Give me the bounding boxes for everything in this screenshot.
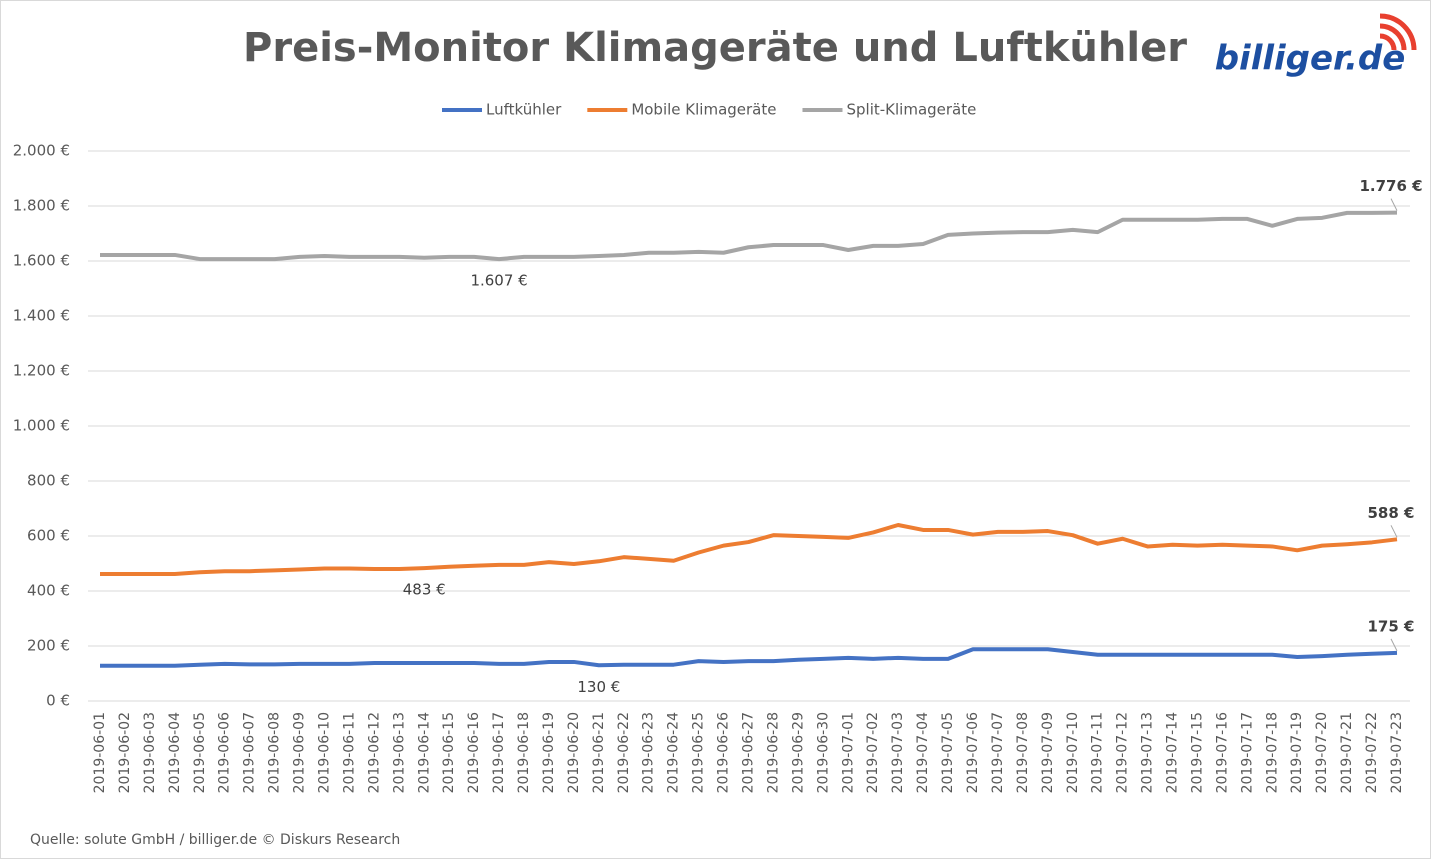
y-tick-label: 800 €	[27, 472, 70, 490]
x-tick-label: 2019-06-10	[316, 712, 332, 793]
legend-label: Mobile Klimageräte	[631, 101, 776, 119]
x-tick-label: 2019-06-11	[341, 712, 357, 793]
y-tick-label: 2.000 €	[13, 142, 70, 160]
x-tick-label: 2019-07-19	[1289, 712, 1305, 793]
data-label: 588 €	[1368, 504, 1415, 522]
line-series	[100, 647, 1398, 668]
x-tick-label: 2019-07-07	[990, 712, 1006, 793]
legend-label: Luftkühler	[486, 101, 562, 119]
legend-label: Split-Klimageräte	[846, 101, 976, 119]
x-tick-label: 2019-06-25	[691, 712, 707, 793]
x-tick-label: 2019-06-04	[167, 712, 183, 793]
x-tick-label: 2019-06-07	[242, 712, 258, 793]
x-tick-label: 2019-07-02	[865, 712, 881, 793]
logo: billiger.de	[1215, 39, 1406, 79]
x-tick-label: 2019-06-05	[192, 712, 208, 793]
x-tick-label: 2019-06-29	[790, 712, 806, 793]
x-tick-label: 2019-06-27	[741, 712, 757, 793]
data-label: 175 €	[1368, 617, 1415, 635]
data-label: 483 €	[403, 581, 446, 599]
data-label: 130 €	[577, 678, 620, 696]
y-tick-label: 0 €	[46, 692, 70, 710]
x-tick-label: 2019-07-18	[1264, 712, 1280, 793]
x-tick-label: 2019-06-24	[666, 712, 682, 793]
x-tick-label: 2019-06-17	[491, 712, 507, 793]
x-tick-label: 2019-06-30	[815, 712, 831, 793]
y-tick-label: 400 €	[27, 582, 70, 600]
source-note: Quelle: solute GmbH / billiger.de © Disk…	[30, 832, 400, 848]
x-tick-label: 2019-07-11	[1090, 712, 1106, 793]
x-tick-label: 2019-07-03	[890, 712, 906, 793]
x-tick-label: 2019-06-15	[441, 712, 457, 793]
x-tick-label: 2019-06-08	[267, 712, 283, 793]
x-tick-label: 2019-06-01	[92, 712, 108, 793]
x-tick-label: 2019-07-20	[1314, 712, 1330, 793]
x-tick-label: 2019-06-16	[466, 712, 482, 793]
x-tick-label: 2019-06-14	[416, 712, 432, 793]
logo-icon	[1379, 13, 1417, 51]
label-leader	[1390, 198, 1398, 211]
line-series	[100, 210, 1398, 262]
x-tick-label: 2019-07-17	[1239, 712, 1255, 793]
y-tick-label: 600 €	[27, 527, 70, 545]
y-tick-label: 1.200 €	[13, 362, 70, 380]
x-tick-label: 2019-07-16	[1214, 712, 1230, 793]
x-tick-label: 2019-06-18	[516, 712, 532, 793]
x-tick-label: 2019-07-10	[1065, 712, 1081, 793]
x-tick-label: 2019-07-13	[1140, 712, 1156, 793]
label-leader	[1390, 638, 1398, 652]
x-tick-label: 2019-07-08	[1015, 712, 1031, 793]
x-tick-label: 2019-06-28	[765, 712, 781, 793]
x-tick-label: 2019-07-23	[1389, 712, 1405, 793]
x-tick-label: 2019-06-13	[391, 712, 407, 793]
x-tick-label: 2019-07-09	[1040, 712, 1056, 793]
x-tick-label: 2019-07-04	[915, 712, 931, 793]
y-tick-label: 1.400 €	[13, 307, 70, 325]
line-series	[100, 523, 1398, 576]
x-tick-label: 2019-06-21	[591, 712, 607, 793]
label-leader	[1390, 525, 1398, 538]
y-tick-label: 1.000 €	[13, 417, 70, 435]
x-tick-label: 2019-06-19	[541, 712, 557, 793]
x-tick-label: 2019-06-23	[641, 712, 657, 793]
data-label: 1.776 €	[1359, 177, 1422, 195]
y-tick-label: 1.600 €	[13, 252, 70, 270]
chart-title: Preis-Monitor Klimageräte und Luftkühler	[243, 25, 1187, 71]
x-tick-label: 2019-07-06	[965, 712, 981, 793]
x-tick-label: 2019-07-12	[1115, 712, 1131, 793]
x-tick-label: 2019-07-22	[1364, 712, 1380, 793]
x-tick-label: 2019-06-02	[117, 712, 133, 793]
x-tick-label: 2019-07-14	[1165, 712, 1181, 793]
x-tick-label: 2019-07-15	[1189, 712, 1205, 793]
data-label: 1.607 €	[470, 272, 527, 290]
x-tick-label: 2019-06-22	[616, 712, 632, 793]
y-tick-label: 1.800 €	[13, 197, 70, 215]
x-tick-label: 2019-06-26	[716, 712, 732, 793]
x-tick-label: 2019-07-01	[840, 712, 856, 793]
x-tick-label: 2019-06-20	[566, 712, 582, 793]
x-tick-label: 2019-06-09	[292, 712, 308, 793]
y-tick-label: 200 €	[27, 637, 70, 655]
x-tick-label: 2019-06-12	[366, 712, 382, 793]
x-tick-label: 2019-06-06	[217, 712, 233, 793]
x-tick-label: 2019-07-05	[940, 712, 956, 793]
x-tick-label: 2019-07-21	[1339, 712, 1355, 793]
x-tick-label: 2019-06-03	[142, 712, 158, 793]
